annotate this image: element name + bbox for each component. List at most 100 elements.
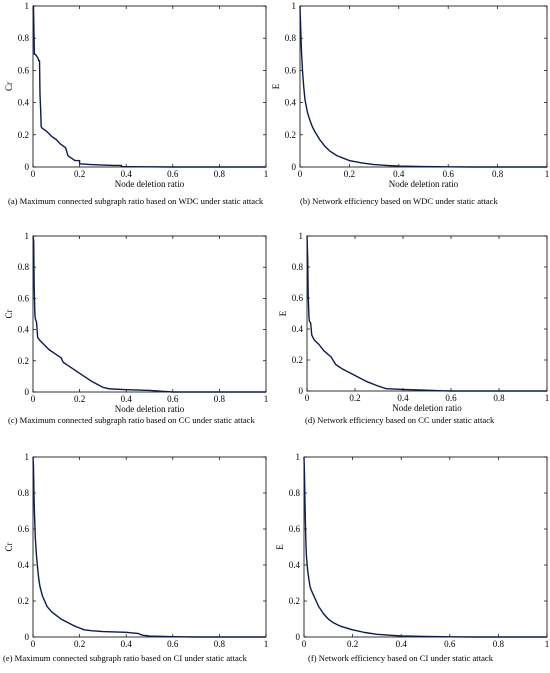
x-tick-label: 0	[31, 639, 36, 649]
x-tick-label: 1	[545, 169, 550, 179]
y-tick-label: 0.2	[18, 596, 29, 606]
chart-panel-4: 0 0.2 0.4 0.6 0.8 1 0 0.2 0.4 0.6 0.8 1 Cr (e) Maximu…	[3, 452, 268, 663]
y-tick-label: 0	[25, 387, 30, 397]
x-tick-label: 0.4	[121, 169, 133, 179]
x-tick-label: 0.2	[347, 639, 358, 649]
y-tick-label: 0	[299, 386, 304, 396]
panel-caption: (d) Network efficiency based on CC under…	[305, 415, 495, 425]
plot-frame	[299, 5, 548, 168]
y-tick-label: 0.2	[18, 130, 29, 140]
series-line-0	[32, 5, 266, 168]
y-axis-label: E	[278, 310, 288, 316]
y-axis-label: Cr	[4, 82, 14, 91]
y-axis-label: E	[275, 544, 285, 550]
plot-frame	[306, 235, 548, 392]
x-tick-label: 1	[264, 169, 269, 179]
chart-panel-5: 0 0.2 0.4 0.6 0.8 1 0 0.2 0.4 0.6 0.8 1 E (f) Network…	[275, 452, 549, 663]
series-line-0	[32, 456, 266, 638]
y-tick-label: 1	[25, 231, 30, 241]
panel-caption: (f) Network efficiency based on CI under…	[308, 653, 494, 663]
y-tick-label: 0.4	[18, 560, 30, 570]
y-tick-label: 0.6	[18, 65, 30, 75]
plot-frame	[32, 5, 267, 168]
x-tick-label: 0	[31, 169, 36, 179]
x-tick-label: 0	[302, 639, 307, 649]
y-tick-label: 0	[292, 162, 297, 172]
x-tick-label: 0.4	[121, 394, 133, 404]
x-tick-label: 0.6	[444, 639, 456, 649]
x-tick-label: 0.4	[397, 393, 409, 403]
y-tick-label: 0.2	[292, 355, 303, 365]
series-line-0	[32, 235, 266, 393]
plot-frame	[32, 235, 267, 393]
y-tick-label: 0.2	[289, 596, 300, 606]
x-tick-label: 0.8	[493, 639, 505, 649]
y-tick-label: 0	[25, 162, 30, 172]
y-axis-label: Cr	[4, 542, 14, 551]
y-tick-label: 1	[299, 231, 304, 241]
x-tick-label: 0.2	[74, 169, 85, 179]
x-tick-label: 0	[31, 394, 36, 404]
chart-panel-3: 0 0.2 0.4 0.6 0.8 1 0 0.2 0.4 0.6 0.8 1 E Node deleti…	[278, 231, 549, 425]
x-tick-label: 0.2	[74, 394, 85, 404]
x-tick-label: 0.8	[493, 393, 505, 403]
x-tick-label: 0.6	[445, 393, 457, 403]
y-tick-label: 0.8	[285, 33, 297, 43]
x-axis-label: Node deletion ratio	[392, 403, 462, 413]
x-tick-label: 0.8	[214, 169, 226, 179]
x-tick-label: 0.8	[214, 394, 226, 404]
y-tick-label: 0.8	[18, 33, 30, 43]
series-line-0	[299, 5, 547, 168]
panel-caption: (b) Network efficiency based on WDC unde…	[300, 196, 498, 206]
x-tick-label: 1	[545, 393, 550, 403]
plot-frame	[303, 456, 548, 638]
x-tick-label: 0.4	[121, 639, 133, 649]
y-tick-label: 0.8	[289, 488, 301, 498]
x-tick-label: 0.2	[344, 169, 355, 179]
x-tick-label: 0.6	[167, 639, 179, 649]
x-tick-label: 1	[264, 394, 269, 404]
x-tick-label: 0.6	[167, 169, 179, 179]
x-axis-label: Node deletion ratio	[115, 404, 185, 414]
y-tick-label: 0	[296, 632, 301, 642]
x-tick-label: 0.2	[349, 393, 360, 403]
chart-panel-2: 0 0.2 0.4 0.6 0.8 1 0 0.2 0.4 0.6 0.8 1 Cr Node delet…	[4, 231, 268, 425]
x-tick-label: 0	[298, 169, 303, 179]
x-tick-label: 0.6	[167, 394, 179, 404]
y-tick-label: 1	[292, 1, 297, 11]
y-axis-label: E	[271, 83, 281, 89]
plot-frame	[32, 456, 267, 638]
y-axis-label: Cr	[4, 309, 14, 318]
x-tick-label: 0.6	[443, 169, 455, 179]
series-line-0	[303, 456, 547, 638]
x-tick-label: 0.4	[393, 169, 405, 179]
x-tick-label: 1	[545, 639, 550, 649]
x-tick-label: 1	[264, 639, 269, 649]
y-tick-label: 0.4	[285, 98, 297, 108]
y-tick-label: 0.2	[18, 356, 29, 366]
y-tick-label: 0.6	[292, 293, 304, 303]
x-axis-label: Node deletion ratio	[115, 179, 185, 189]
panel-caption: (e) Maximum connected subgraph ratio bas…	[3, 653, 248, 663]
y-tick-label: 1	[25, 1, 30, 11]
y-tick-label: 0.4	[289, 560, 301, 570]
chart-panel-0: 0 0.2 0.4 0.6 0.8 1 0 0.2 0.4 0.6 0.8 1 Cr Node delet…	[4, 1, 268, 206]
chart-panel-1: 0 0.2 0.4 0.6 0.8 1 0 0.2 0.4 0.6 0.8 1 E Node deleti…	[271, 1, 549, 206]
y-tick-label: 0.4	[18, 98, 30, 108]
y-tick-label: 0.6	[18, 524, 30, 534]
y-tick-label: 0.2	[285, 130, 296, 140]
y-tick-label: 0.4	[18, 325, 30, 335]
x-tick-label: 0.2	[74, 639, 85, 649]
y-tick-label: 0.6	[289, 524, 301, 534]
x-tick-label: 0.8	[214, 639, 226, 649]
y-tick-label: 0.8	[292, 262, 304, 272]
y-tick-label: 0.8	[18, 488, 30, 498]
x-tick-label: 0.8	[492, 169, 504, 179]
y-tick-label: 0.8	[18, 262, 30, 272]
x-axis-label: Node deletion ratio	[389, 179, 459, 189]
x-tick-label: 0.4	[396, 639, 408, 649]
y-tick-label: 0	[25, 632, 30, 642]
panel-caption: (c) Maximum connected subgraph ratio bas…	[8, 415, 255, 425]
